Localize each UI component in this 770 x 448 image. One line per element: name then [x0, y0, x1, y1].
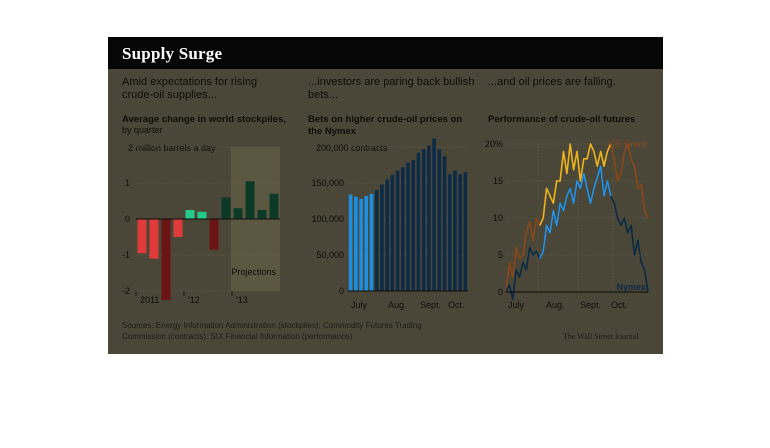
projection-label: Projections: [231, 267, 276, 277]
panel2-bar: [348, 194, 353, 291]
panel2-bar: [442, 156, 447, 291]
panel1-bar: [233, 208, 243, 219]
panel2-bar: [385, 179, 389, 291]
panel1-bar: [197, 211, 207, 219]
panel1-bar: [257, 210, 267, 219]
brent-series-label: ICE Brent: [607, 139, 647, 149]
nymex-line-highlight: [539, 165, 612, 260]
panel2-bar: [369, 193, 374, 291]
panel2-bar: [437, 149, 442, 291]
panel1-subtitle: Average change in world stockpiles,: [122, 114, 286, 125]
panel3-y-tick: 5: [498, 250, 503, 260]
panel2-bar: [447, 174, 452, 291]
panel2-x-tick-label: Oct.: [448, 300, 465, 310]
panel1-y-tick: 0: [125, 214, 130, 224]
panel2-y-tick: 50,000: [316, 250, 344, 260]
panel1-bar: [173, 219, 183, 237]
brent-line-highlight: [539, 143, 612, 226]
panel3-y-tick: 0: [498, 287, 503, 297]
panel2-bar: [463, 172, 468, 291]
panel2-bar: [390, 175, 395, 291]
panel2-y-tick: 100,000: [311, 214, 344, 224]
panel1-bar: [137, 219, 147, 254]
graphic-title: Supply Surge: [122, 44, 223, 63]
panel2-bar: [359, 198, 363, 291]
panel2-y-tick: 0: [339, 286, 344, 296]
panel2-bar: [427, 145, 431, 291]
panel1-bar: [209, 219, 219, 250]
panel2-bar: [406, 162, 410, 291]
panel1-y-tick: 1: [125, 178, 130, 188]
panel2-subtitle: Bets on higher crude-oil prices on the N…: [308, 114, 463, 137]
panel3-x-tick-label: July: [508, 300, 525, 310]
panel2-bar: [458, 174, 462, 291]
panel3-subtitle: Performance of crude-oil futures: [488, 114, 636, 125]
infographic: Supply Surge Amid expectations for risin…: [108, 37, 663, 354]
panel1-y-tick: -1: [122, 250, 130, 260]
panel3-y-tick: 10: [493, 213, 503, 223]
panel1-unit-note: 2 million barrels a day: [128, 143, 216, 153]
panel2-bar: [354, 196, 358, 291]
panel2-x-tick-label: July: [351, 300, 368, 310]
panel1-x-tick-label: '13: [236, 295, 248, 305]
panel1-bar: [221, 197, 231, 219]
panel1-x-tick-label: 2011: [140, 295, 159, 305]
panel2-bar: [421, 149, 426, 291]
panel1-bar: [185, 210, 195, 219]
sources-note: Sources: Energy Information Administrati…: [122, 321, 422, 341]
panel1-bar: [161, 219, 171, 300]
panel2-bar: [374, 190, 379, 291]
panel2-bar: [400, 167, 405, 291]
panel2-bar: [416, 152, 421, 291]
panel3-y-tick: 20%: [485, 139, 503, 149]
panel2-bar: [411, 159, 416, 291]
panel1-y-tick: -2: [122, 286, 130, 296]
panel1-caption: Amid expectations for rising crude-oil s…: [122, 76, 258, 101]
panel3-caption: ...and oil prices are falling.: [488, 76, 616, 88]
panel2-bar: [364, 195, 369, 291]
panel2-bar: [432, 138, 436, 291]
panel2-y-tick: 150,000: [311, 178, 344, 188]
panel1-x-tick-label: '12: [188, 295, 200, 305]
panel2-x-tick-label: Sept.: [420, 300, 441, 310]
panel2-bar: [453, 170, 457, 291]
panel2-x-tick-label: Aug.: [388, 300, 407, 310]
panel1-bar: [245, 181, 255, 219]
panel3-x-tick-label: Oct.: [611, 300, 628, 310]
panel2-bar: [395, 170, 400, 291]
panel1-subtitle-2: by quarter: [122, 125, 163, 135]
panel3-x-tick-label: Aug.: [546, 300, 565, 310]
panel2-bar: [380, 184, 384, 291]
panel1-bar: [269, 193, 279, 219]
title-bar: Supply Surge: [108, 37, 663, 69]
panel2-unit-note: 200,000 contracts: [316, 143, 388, 153]
panel2-caption: ...investors are paring back bullish bet…: [308, 76, 475, 101]
panel1-bar: [149, 219, 159, 259]
panel3-y-tick: 15: [493, 176, 503, 186]
credit-line: The Wall Street Journal: [563, 332, 639, 341]
charts-canvas: Projections10-1-22011'12'13150,000100,00…: [122, 138, 649, 310]
panel3-x-tick-label: Sept.: [580, 300, 601, 310]
nymex-series-label: Nymex: [616, 282, 646, 292]
